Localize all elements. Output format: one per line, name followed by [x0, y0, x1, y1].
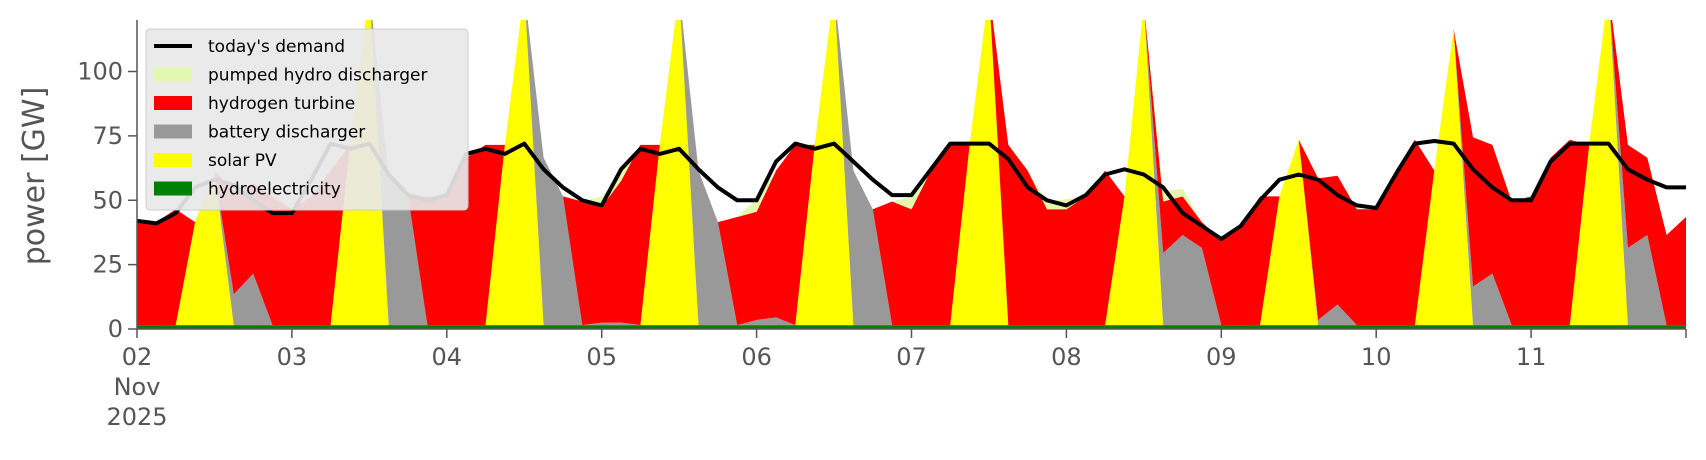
legend: today's demand pumped hydro discharger hyd… — [145, 28, 469, 211]
x-tick-label: 04 — [432, 343, 463, 371]
legend-label: hydrogen turbine — [208, 94, 355, 114]
x-tick-label: 09 — [1206, 343, 1237, 371]
legend-swatch — [154, 153, 192, 167]
legend-label: battery discharger — [208, 123, 365, 143]
x-tick-label: 02 Nov 2025 — [106, 343, 167, 431]
x-tick-label: 11 — [1516, 343, 1547, 371]
area-series-0 — [137, 325, 1686, 329]
legend-swatch — [154, 67, 192, 82]
legend-label: hydroelectricity — [208, 180, 341, 200]
area-series-3 — [137, 20, 1686, 326]
legend-box — [145, 28, 469, 211]
legend-label: solar PV — [208, 151, 277, 171]
legend-label: today's demand — [208, 37, 345, 57]
x-tick-label: 08 — [1051, 343, 1082, 371]
x-tick-label: 05 — [586, 343, 617, 371]
area-series-1 — [137, 20, 1686, 326]
axes: 0 25 50 75 100 02 Nov 2025 03 04 05 06 07 08 09 10 11 — [77, 20, 1687, 431]
x-tick-label: 03 — [277, 343, 308, 371]
y-tick-label: 50 — [92, 186, 123, 214]
legend-label: pumped hydro discharger — [208, 66, 427, 86]
y-tick-label: 75 — [92, 122, 123, 150]
legend-swatch — [154, 124, 192, 139]
y-axis-title: power [GW] — [17, 87, 52, 266]
x-tick-label: 10 — [1361, 343, 1392, 371]
y-tick-label: 25 — [92, 251, 123, 279]
legend-swatch — [154, 181, 192, 196]
y-tick-label: 100 — [77, 58, 123, 86]
x-tick-label: 06 — [741, 343, 772, 371]
y-tick-label: 0 — [108, 315, 123, 343]
x-tick-label: 07 — [896, 343, 927, 371]
stacked-areas — [137, 20, 1686, 329]
legend-swatch — [154, 96, 192, 110]
